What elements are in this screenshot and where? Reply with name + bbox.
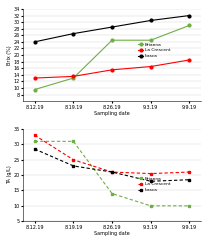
Y-axis label: Brix (%): Brix (%): [7, 45, 12, 65]
Y-axis label: TA (g/L): TA (g/L): [7, 166, 12, 184]
Legend: Brianna, La Crescent, Itasca: Brianna, La Crescent, Itasca: [137, 42, 171, 59]
X-axis label: Sampling date: Sampling date: [94, 111, 130, 116]
Legend: Brianna, La Crescent, Itasca: Brianna, La Crescent, Itasca: [137, 176, 171, 193]
X-axis label: Sampling date: Sampling date: [94, 231, 130, 236]
